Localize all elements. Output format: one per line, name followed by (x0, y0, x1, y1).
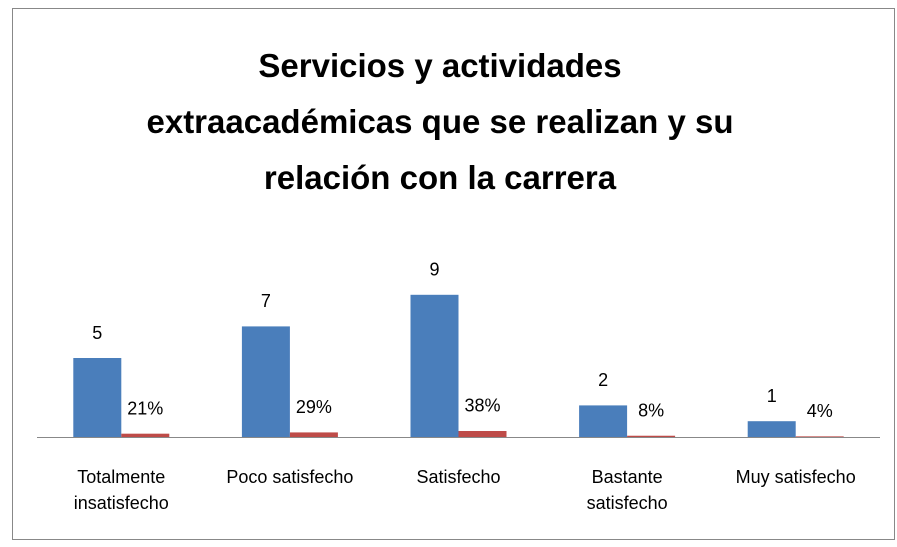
data-label: 4% (807, 401, 833, 421)
bar (627, 435, 676, 437)
data-label: 38% (464, 396, 500, 416)
data-label: 21% (127, 398, 163, 418)
data-label: 1 (767, 386, 777, 406)
x-tick-label: Bastante satisfecho (586, 467, 668, 513)
bar (241, 326, 290, 437)
bar (747, 421, 796, 437)
bar (73, 358, 122, 437)
x-tick-label: Totalmente insatisfecho (73, 467, 169, 513)
data-label: 5 (92, 323, 102, 343)
data-label: 7 (261, 291, 271, 311)
chart-title: Servicios y actividades extraacadémicas … (146, 47, 734, 196)
x-tick-label: Satisfecho (416, 467, 501, 487)
bar (410, 294, 459, 437)
bar (795, 436, 844, 438)
bar (579, 405, 628, 437)
data-label: 9 (429, 260, 439, 280)
x-tick-label: Muy satisfecho (735, 467, 856, 487)
chart-border (12, 8, 895, 540)
data-label: 2 (598, 370, 608, 390)
bar (121, 433, 170, 437)
bar (458, 430, 507, 437)
x-tick-label: Poco satisfecho (226, 467, 354, 487)
data-label: 29% (296, 397, 332, 417)
bar (289, 432, 338, 437)
data-label: 8% (638, 400, 664, 420)
